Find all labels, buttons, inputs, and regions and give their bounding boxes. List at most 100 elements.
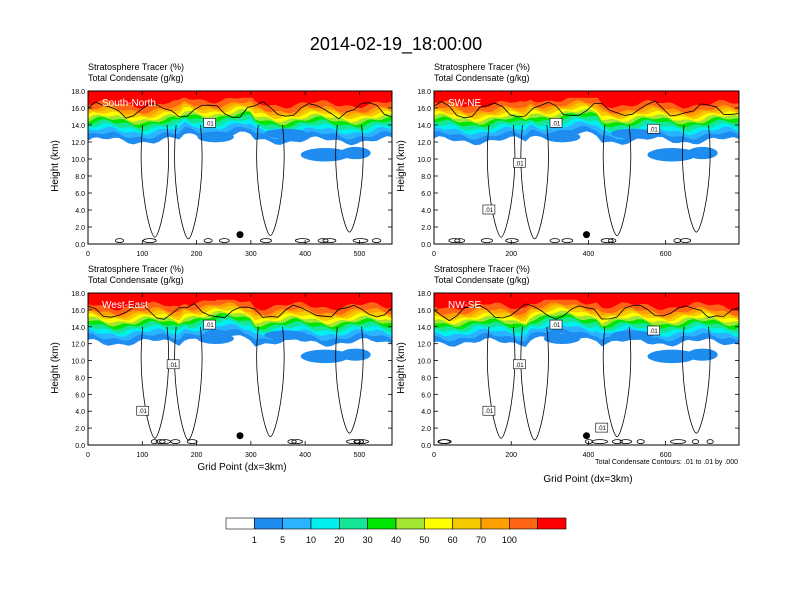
x-tick-label: 100 — [136, 251, 148, 258]
y-tick-label: 2.0 — [421, 225, 431, 232]
contour-label: .01 — [552, 121, 561, 127]
panel-header-line2: Total Condensate (g/kg) — [434, 275, 530, 285]
contour-line — [505, 238, 519, 244]
contour-line — [142, 238, 157, 244]
contour-line — [434, 303, 739, 322]
x-tick-label: 600 — [660, 452, 672, 459]
condensate-blob — [264, 330, 307, 340]
contour-label-box — [136, 405, 150, 416]
contour-line — [438, 439, 452, 445]
condensate-blob — [687, 146, 718, 160]
y-tick-label: 16.0 — [417, 308, 431, 315]
contour-label: .01 — [649, 127, 658, 133]
y-tick-label: 8.0 — [75, 375, 85, 382]
condensate-blob — [340, 146, 371, 160]
y-tick-label: 16.0 — [71, 106, 85, 113]
contour-line — [322, 238, 337, 244]
x-tick-label: 0 — [86, 251, 90, 258]
contour-line — [611, 439, 623, 445]
panel-label: NW-SE — [448, 300, 481, 311]
contour-line — [346, 439, 361, 445]
contour-label: .01 — [485, 208, 494, 214]
x-tick-label: 0 — [86, 452, 90, 459]
contour-line — [520, 124, 549, 240]
y-tick-label: 18.0 — [71, 89, 85, 96]
colorbar: 1 5 10 20 30 40 50 60 70 100 — [225, 517, 567, 545]
panel-label: South-North — [102, 98, 156, 109]
condensate-blob — [264, 128, 307, 139]
tracer-band — [88, 91, 392, 98]
condensate-blob — [610, 330, 654, 340]
contour-line — [287, 439, 297, 445]
contour-line — [706, 439, 714, 445]
x-tick-label: 300 — [245, 251, 257, 258]
y-tick-label: 4.0 — [75, 409, 85, 416]
contour-line — [150, 439, 159, 445]
contour-label: .01 — [205, 323, 214, 329]
x-tick-label: 0 — [432, 452, 436, 459]
condensate-contours — [434, 303, 739, 445]
colorbar-swatch — [424, 517, 453, 530]
colorbar-swatch — [339, 517, 368, 530]
y-tick-label: 2.0 — [421, 426, 431, 433]
colorbar-swatch — [452, 517, 482, 530]
condensate-blob — [647, 147, 697, 162]
plot-frame — [433, 292, 740, 446]
contour-line — [600, 238, 614, 244]
contour-label: .01 — [139, 409, 148, 415]
contour-line — [454, 238, 466, 244]
contour-label-box — [595, 422, 609, 433]
x-axis-label: Grid Point (dx=3km) — [197, 462, 286, 473]
colorbar-swatch — [310, 517, 340, 530]
contour-line — [602, 124, 632, 236]
y-tick-label: 18.0 — [417, 291, 431, 298]
x-tick-label: 100 — [136, 452, 148, 459]
condensate-blob — [197, 131, 234, 143]
y-tick-label: 10.0 — [71, 157, 85, 164]
location-marker — [583, 432, 590, 440]
contour-line — [219, 238, 230, 244]
colorbar-label: 10 — [306, 535, 316, 545]
y-tick-label: 12.0 — [417, 342, 431, 349]
y-tick-label: 4.0 — [421, 409, 431, 416]
contour-line — [486, 124, 516, 238]
x-tick-label: 200 — [191, 452, 203, 459]
contour-line — [549, 238, 560, 244]
contour-line — [170, 439, 181, 445]
y-axis-label: Height (km) — [396, 140, 407, 192]
condensate-blob — [340, 348, 371, 361]
contour-label-box — [647, 325, 660, 336]
contour-label-box — [166, 359, 180, 370]
colorbar-swatch — [395, 517, 425, 530]
contour-label: .01 — [205, 121, 214, 127]
tracer-band — [88, 293, 392, 300]
contour-label: .01 — [598, 426, 607, 432]
contour-line — [607, 238, 617, 244]
contour-line — [140, 124, 169, 238]
tracer-field: .01 .01 .01 .01 .01 — [434, 293, 739, 445]
y-tick-label: 12.0 — [71, 140, 85, 147]
panel-header-line2: Total Condensate (g/kg) — [88, 275, 184, 285]
contour-line — [371, 238, 382, 244]
panel-south-north: Stratosphere Tracer (%) Total Condensate… — [50, 62, 393, 258]
colorbar-label: 60 — [448, 535, 458, 545]
colorbar-swatch — [480, 517, 510, 530]
y-tick-label: 14.0 — [417, 123, 431, 130]
contour-line — [448, 238, 461, 244]
y-tick-label: 8.0 — [421, 174, 431, 181]
y-tick-label: 18.0 — [71, 291, 85, 298]
contour-line — [352, 238, 369, 244]
location-marker — [236, 231, 244, 239]
contour-label-box — [647, 123, 660, 134]
y-tick-label: 12.0 — [417, 140, 431, 147]
y-tick-label: 6.0 — [421, 392, 431, 399]
y-tick-label: 16.0 — [71, 308, 85, 315]
x-tick-label: 400 — [583, 251, 595, 258]
y-tick-label: 6.0 — [75, 392, 85, 399]
condensate-contours — [88, 302, 392, 445]
contour-note: Total Condensate Contours: .01 to .01 by… — [595, 459, 738, 466]
contour-line — [115, 238, 125, 244]
condensate-blob — [610, 128, 654, 139]
contour-line — [88, 101, 392, 120]
x-tick-label: 500 — [354, 452, 366, 459]
